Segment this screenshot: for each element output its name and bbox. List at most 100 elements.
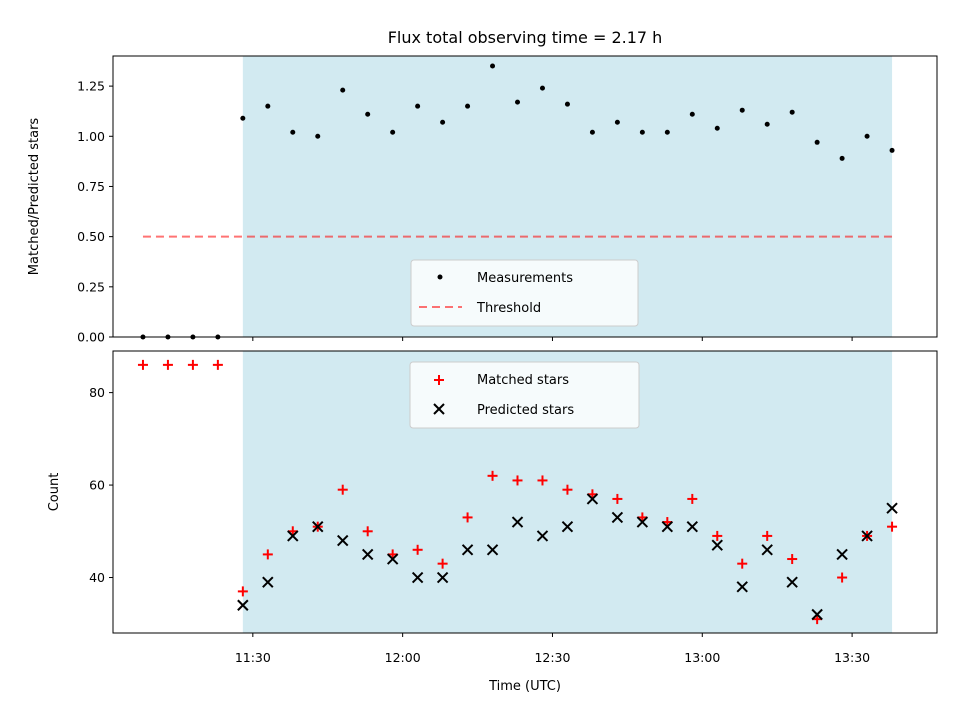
measurement-point (539, 85, 545, 91)
top-y-tick-label: 0.25 (77, 279, 105, 294)
measurement-point (889, 147, 895, 153)
matched-star-point (262, 549, 273, 560)
x-tick-label: 12:30 (534, 650, 570, 665)
predicted-star-point (262, 576, 274, 588)
x-tick-label: 12:00 (385, 650, 421, 665)
measurement-point (290, 129, 296, 135)
x-tick-label: 11:30 (235, 650, 271, 665)
top-panel: 0.00 0.25 0.50 0.75 1.00 1.25 Matched/Predict… (27, 55, 938, 345)
matched-star-point (562, 484, 573, 495)
matched-star-point (137, 359, 148, 370)
bottom-y-tick-label: 40 (89, 570, 105, 585)
measurement-point (789, 109, 795, 115)
x-tick-label: 13:30 (834, 650, 870, 665)
measurement-point (689, 111, 695, 117)
top-y-axis-label: Matched/Predicted stars (27, 118, 42, 276)
measurement-point (465, 103, 471, 109)
bottom-legend-box (409, 361, 640, 429)
bottom-y-ticks: 40 60 80 (89, 385, 113, 585)
predicted-star-point (811, 608, 823, 621)
predicted-star-point (611, 511, 624, 524)
matched-star-point (362, 526, 373, 537)
measurement-point (714, 125, 720, 131)
measurement-point (240, 115, 246, 121)
bottom-y-tick-label: 60 (89, 478, 105, 493)
matched-star-point (762, 530, 773, 541)
bottom-y-tick-label: 80 (89, 385, 105, 400)
predicted-star-point (536, 530, 549, 542)
matched-star-point (412, 544, 423, 555)
measurement-point (564, 101, 570, 107)
top-y-tick-label: 1.25 (77, 79, 105, 94)
predicted-star-point (836, 548, 848, 561)
matched-star-point (437, 558, 448, 569)
predicted-star-point (886, 502, 898, 514)
top-legend: Measurements Threshold (410, 259, 639, 327)
top-axes-frame (112, 55, 938, 338)
legend-measurements-label: Measurements (477, 271, 573, 286)
matched-star-point (887, 521, 898, 532)
measurement-point (265, 103, 271, 109)
predicted-star-point (861, 530, 873, 542)
measurement-point (839, 155, 845, 161)
predicted-star-point (237, 599, 249, 611)
predicted-star-point (711, 539, 723, 551)
matched-star-point (237, 586, 248, 597)
predicted-star-point (561, 520, 574, 533)
top-y-ticks: 0.00 0.25 0.50 0.75 1.00 1.25 (77, 79, 113, 345)
measurement-point (440, 119, 446, 125)
predicted-star-point (636, 516, 649, 528)
predicted-star-point (686, 520, 699, 533)
measurement-point (814, 139, 820, 145)
top-measurement-layer (140, 63, 895, 340)
measurement-point (664, 129, 670, 135)
matched-star-point (212, 359, 223, 370)
legend-matched-marker (434, 375, 444, 385)
top-y-tick-label: 0.75 (77, 179, 105, 194)
matched-star-point (837, 572, 848, 583)
bottom-predicted-layer (237, 493, 898, 621)
matched-star-point (787, 554, 798, 565)
matched-star-point (187, 359, 198, 370)
x-tick-label: 13:00 (684, 650, 720, 665)
measurement-point (864, 133, 870, 139)
matched-star-point (612, 493, 623, 504)
matched-star-point (462, 512, 473, 523)
measurement-point (390, 129, 396, 135)
measurement-point (764, 121, 770, 127)
predicted-star-point (736, 581, 748, 593)
top-y-tick-label: 1.00 (77, 129, 105, 144)
predicted-star-point (287, 530, 299, 542)
measurement-point (614, 119, 620, 125)
bottom-x-ticks: 11:30 12:00 12:30 13:00 13:30 (235, 633, 870, 665)
predicted-star-point (786, 576, 798, 588)
measurement-point (365, 111, 371, 117)
bottom-panel: 40 60 80 11:30 12:00 12:30 13:00 13:30 Count T… (47, 350, 938, 694)
top-y-tick-label: 0.00 (77, 330, 105, 345)
measurement-point (589, 129, 595, 135)
x-axis-label: Time (UTC) (488, 679, 561, 694)
predicted-star-point (661, 520, 674, 533)
bottom-axes-frame (112, 350, 938, 634)
legend-matched-label: Matched stars (477, 373, 569, 388)
measurement-point (515, 99, 521, 105)
predicted-star-point (361, 548, 374, 561)
predicted-star-point (461, 544, 474, 556)
legend-threshold-label: Threshold (476, 301, 541, 316)
measurement-point (415, 103, 421, 109)
measurement-point (490, 63, 496, 69)
matched-star-point (537, 475, 548, 486)
bottom-legend: Matched stars Predicted stars (409, 361, 640, 429)
predicted-star-point (411, 571, 424, 584)
matched-star-point (487, 470, 498, 481)
predicted-star-point (511, 516, 524, 528)
bottom-matched-layer (137, 359, 898, 625)
matched-star-point (512, 475, 523, 486)
legend-measurements-marker (437, 274, 443, 280)
top-legend-box (410, 259, 639, 327)
measurement-point (340, 87, 346, 93)
predicted-star-point (586, 493, 599, 505)
matched-star-point (162, 359, 173, 370)
matched-star-point (337, 484, 348, 495)
